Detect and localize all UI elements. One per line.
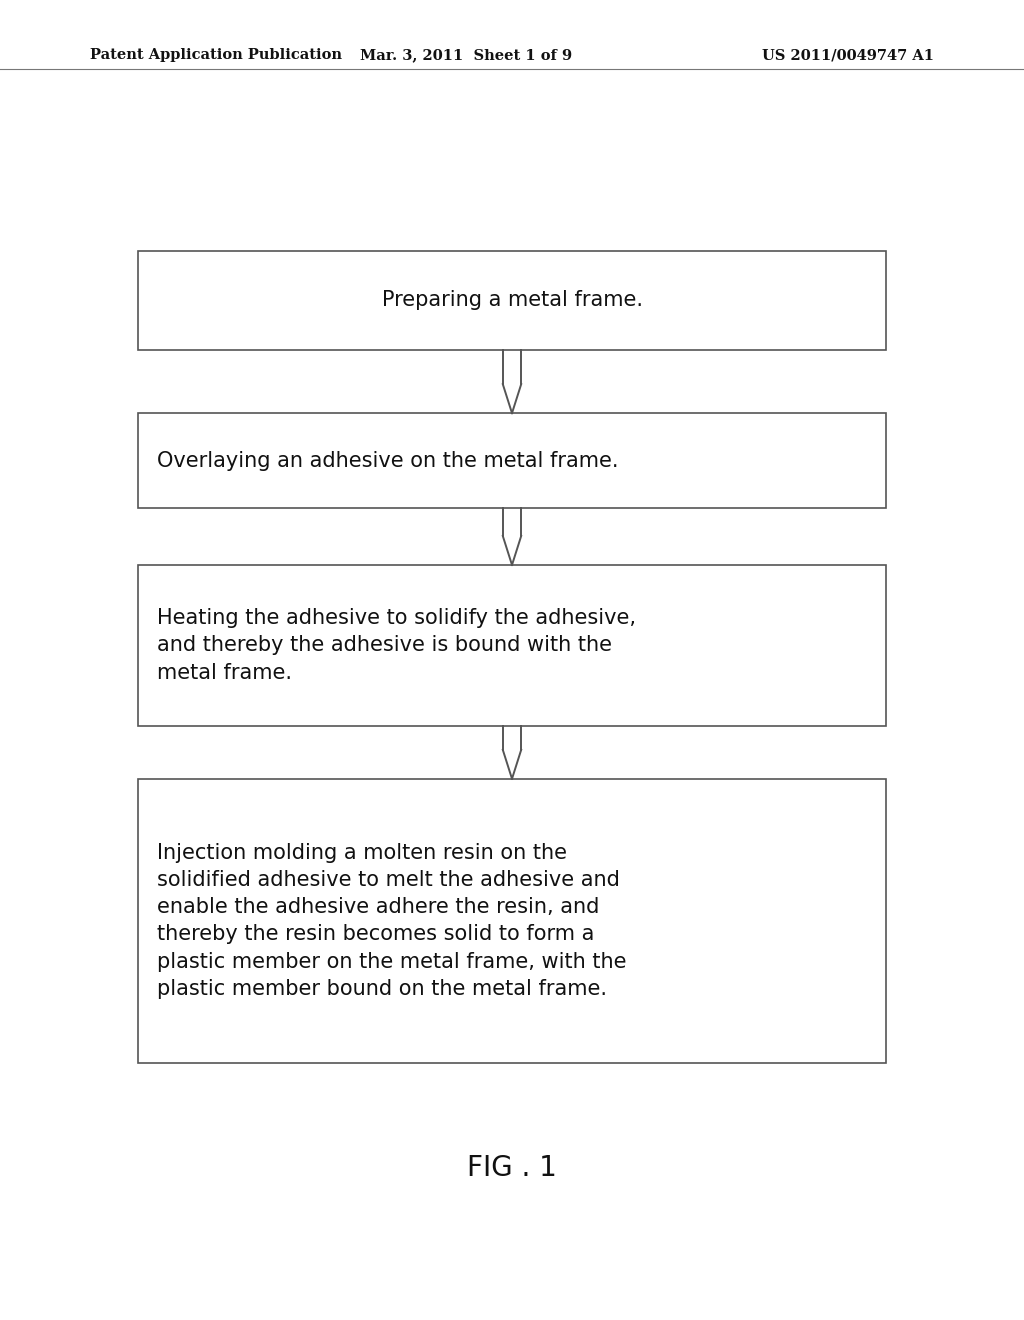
Text: Injection molding a molten resin on the
solidified adhesive to melt the adhesive: Injection molding a molten resin on the … [157,842,626,999]
Text: FIG . 1: FIG . 1 [467,1154,557,1183]
Bar [138,565,886,726]
Text: Heating the adhesive to solidify the adhesive,
and thereby the adhesive is bound: Heating the adhesive to solidify the adh… [157,609,636,682]
Bar [138,251,886,350]
Text: Preparing a metal frame.: Preparing a metal frame. [382,290,642,310]
Text: US 2011/0049747 A1: US 2011/0049747 A1 [762,49,934,62]
Text: Mar. 3, 2011  Sheet 1 of 9: Mar. 3, 2011 Sheet 1 of 9 [359,49,572,62]
Bar [138,779,886,1063]
Bar [138,413,886,508]
Text: Patent Application Publication: Patent Application Publication [90,49,342,62]
Text: Overlaying an adhesive on the metal frame.: Overlaying an adhesive on the metal fram… [157,450,618,471]
